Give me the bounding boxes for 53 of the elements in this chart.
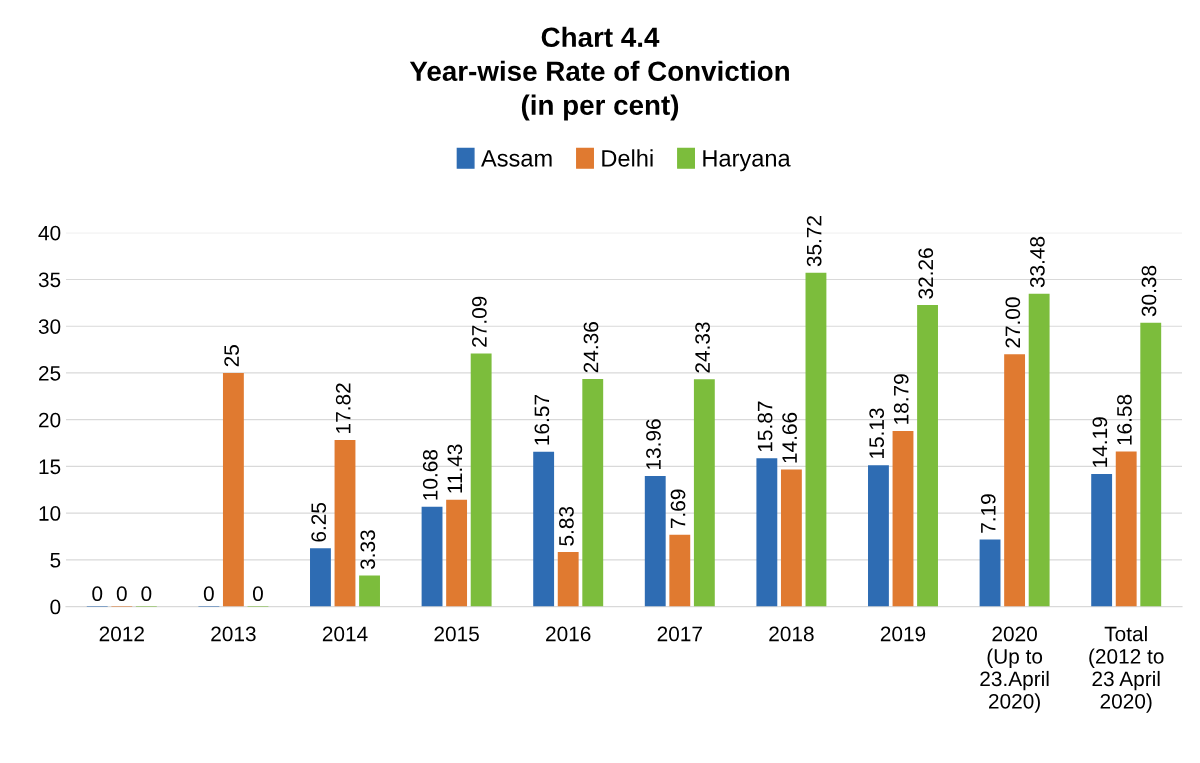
data-label: 11.43 bbox=[447, 444, 463, 493]
x-tick-label: 2015 bbox=[434, 626, 479, 642]
legend-label: Assam bbox=[481, 150, 552, 167]
legend-label: Delhi bbox=[602, 149, 653, 167]
x-tick-label: 2020 (Up to 23.April 2020) bbox=[980, 626, 1049, 713]
y-tick-label: 25 bbox=[39, 365, 61, 381]
x-tick-label: 2013 bbox=[211, 626, 256, 642]
data-label: 14.66 bbox=[782, 412, 797, 463]
y-tick-label: 35 bbox=[38, 272, 61, 288]
data-label: 32.26 bbox=[918, 248, 934, 299]
data-label: 25 bbox=[224, 345, 239, 367]
data-label: 33.48 bbox=[1029, 236, 1045, 288]
x-tick-label: 2012 bbox=[99, 626, 144, 642]
y-tick-label: 30 bbox=[38, 319, 61, 334]
x-tick-label: 2019 bbox=[880, 626, 926, 642]
x-tick-label: 2014 bbox=[322, 626, 368, 642]
data-label: 16.58 bbox=[1117, 394, 1132, 445]
data-label: 24.33 bbox=[695, 322, 710, 373]
legend-label: Haryana bbox=[703, 150, 791, 172]
data-label: 7.19 bbox=[980, 494, 996, 533]
data-label: 15.87 bbox=[757, 401, 773, 452]
data-label: 0 bbox=[203, 586, 214, 602]
data-label: 35.72 bbox=[806, 216, 822, 267]
data-label: 17.82 bbox=[335, 383, 351, 433]
y-tick-label: 5 bbox=[50, 553, 61, 568]
y-tick-label: 20 bbox=[39, 412, 61, 428]
y-tick-label: 15 bbox=[39, 459, 61, 475]
data-label: 30.38 bbox=[1141, 265, 1157, 317]
data-label: 0 bbox=[116, 586, 127, 602]
y-tick-label: 40 bbox=[38, 225, 61, 241]
data-label: 0 bbox=[92, 586, 103, 602]
data-label: 6.25 bbox=[311, 502, 327, 542]
x-tick-label: Total (2012 to 23 April 2020) bbox=[1089, 626, 1164, 713]
data-label: 27.00 bbox=[1005, 297, 1021, 348]
data-label: 7.69 bbox=[670, 489, 686, 529]
data-label: 10.68 bbox=[422, 449, 438, 500]
data-label: 27.09 bbox=[471, 296, 487, 347]
x-tick-label: 2017 bbox=[657, 626, 702, 642]
y-tick-label: 0 bbox=[50, 599, 61, 615]
data-label: 0 bbox=[252, 586, 263, 602]
y-tick-label: 10 bbox=[39, 506, 61, 521]
x-tick-label: 2018 bbox=[769, 626, 814, 642]
data-label: 15.13 bbox=[869, 408, 885, 459]
data-label: 0 bbox=[141, 586, 152, 602]
data-label: 24.36 bbox=[583, 322, 599, 373]
x-tick-label: 2016 bbox=[546, 626, 591, 642]
data-label: 18.79 bbox=[893, 374, 909, 424]
data-label: 13.96 bbox=[646, 419, 661, 469]
data-label: 14.19 bbox=[1092, 417, 1108, 467]
data-label: 16.57 bbox=[534, 395, 550, 445]
data-label: 3.33 bbox=[360, 530, 376, 570]
data-label: 5.83 bbox=[559, 506, 574, 546]
chart-title: Chart 4.4 Year-wise Rate of Conviction (in per cent) bbox=[409, 26, 789, 121]
